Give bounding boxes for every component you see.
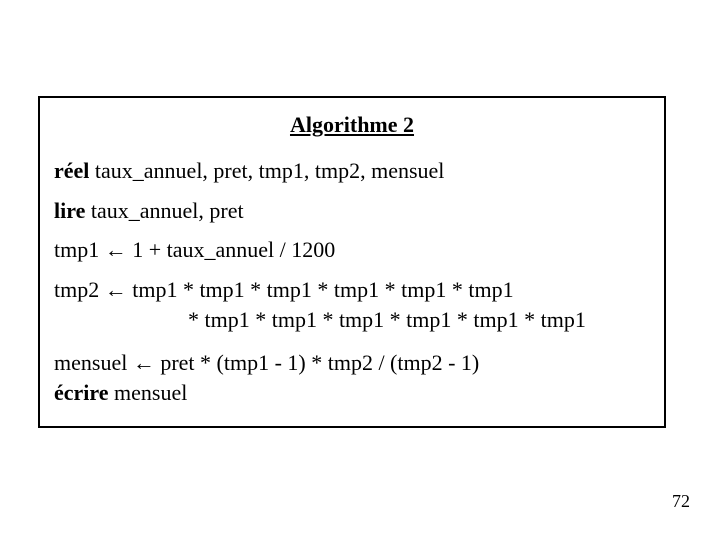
assign-tmp2-line2: * tmp1 * tmp1 * tmp1 * tmp1 * tmp1 * tmp… [54,305,650,335]
algorithm-box: Algorithme 2 réel taux_annuel, pret, tmp… [38,96,666,428]
declaration-vars: taux_annuel, pret, tmp1, tmp2, mensuel [95,158,445,183]
assign-tmp1: tmp1 ← 1 + taux_annuel / 1200 [54,235,650,265]
declaration-line: réel taux_annuel, pret, tmp1, tmp2, mens… [54,156,650,186]
keyword-ecrire: écrire [54,380,114,405]
read-line: lire taux_annuel, pret [54,196,650,226]
keyword-lire: lire [54,198,91,223]
algorithm-title: Algorithme 2 [54,112,650,138]
write-line: écrire mensuel [54,378,650,408]
assign-tmp2-block: tmp2 ← tmp1 * tmp1 * tmp1 * tmp1 * tmp1 … [54,275,650,334]
keyword-reel: réel [54,158,95,183]
page-number: 72 [672,491,690,512]
assign-tmp2-line1: tmp2 ← tmp1 * tmp1 * tmp1 * tmp1 * tmp1 … [54,275,650,305]
write-var: mensuel [114,380,187,405]
assign-mensuel: mensuel ← pret * (tmp1 - 1) * tmp2 / (tm… [54,348,650,378]
read-vars: taux_annuel, pret [91,198,244,223]
